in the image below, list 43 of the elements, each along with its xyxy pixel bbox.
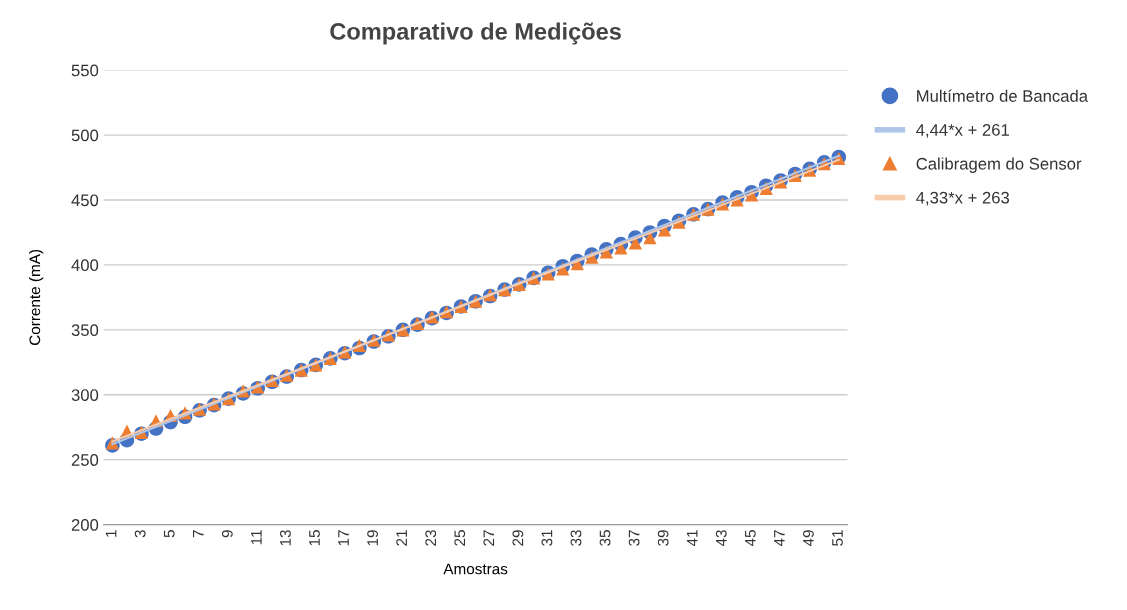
x-tick-label: 43 [715,530,727,547]
x-tick-label: 15 [309,530,320,546]
y-tick-label: 300 [71,389,99,401]
chart-title: Comparativo de Medições [330,22,621,45]
point [628,236,642,250]
x-tick-label: 13 [280,530,291,546]
x-tick-label: 19 [367,530,378,546]
y-tick-label: 350 [71,324,99,337]
x-tick-label: 37 [628,530,640,546]
x-tick-label: 29 [512,530,524,546]
x-tick-label: 23 [425,530,437,546]
x-tick-label: 39 [657,530,669,546]
x-tick-label: 25 [454,530,466,546]
y-axis-title: Corrente (mA) [29,249,44,345]
x-tick-label: 3 [134,530,146,538]
legend-label: 4,33*x + 263 [916,191,1010,206]
x-tick-label: 41 [686,530,698,547]
x-axis-title: Amostras [443,563,508,575]
y-tick-label: 200 [71,519,99,531]
y-tick-label: 400 [71,259,99,272]
point [643,231,657,245]
x-tick-label: 11 [251,530,262,545]
x-tick-label: 45 [745,530,756,547]
x-tick-label: 33 [570,530,582,546]
x-tick-label: 35 [599,530,611,546]
x-tick-label: 1 [105,530,117,537]
y-tick-label: 550 [71,64,99,77]
x-tick-label: 49 [803,530,814,547]
x-tick-label: 17 [338,530,349,546]
x-tick-label: 21 [396,530,407,546]
x-tick-label: 9 [221,530,233,538]
x-tick-label: 5 [163,530,175,538]
legend-label: 4,44*x + 261 [916,124,1009,138]
x-tick-label: 31 [541,530,553,546]
legend-label: Calibragem do Sensor [916,157,1082,173]
y-tick-label: 250 [71,454,99,466]
x-tick-label: 27 [483,530,495,546]
y-tick-label: 450 [71,194,99,207]
x-tick-label: 7 [193,530,204,538]
y-tick-label: 500 [71,129,99,142]
legend-label: Multímetro de Bancada [917,89,1089,102]
x-tick-label: 51 [832,530,843,546]
x-tick-label: 47 [774,530,785,547]
